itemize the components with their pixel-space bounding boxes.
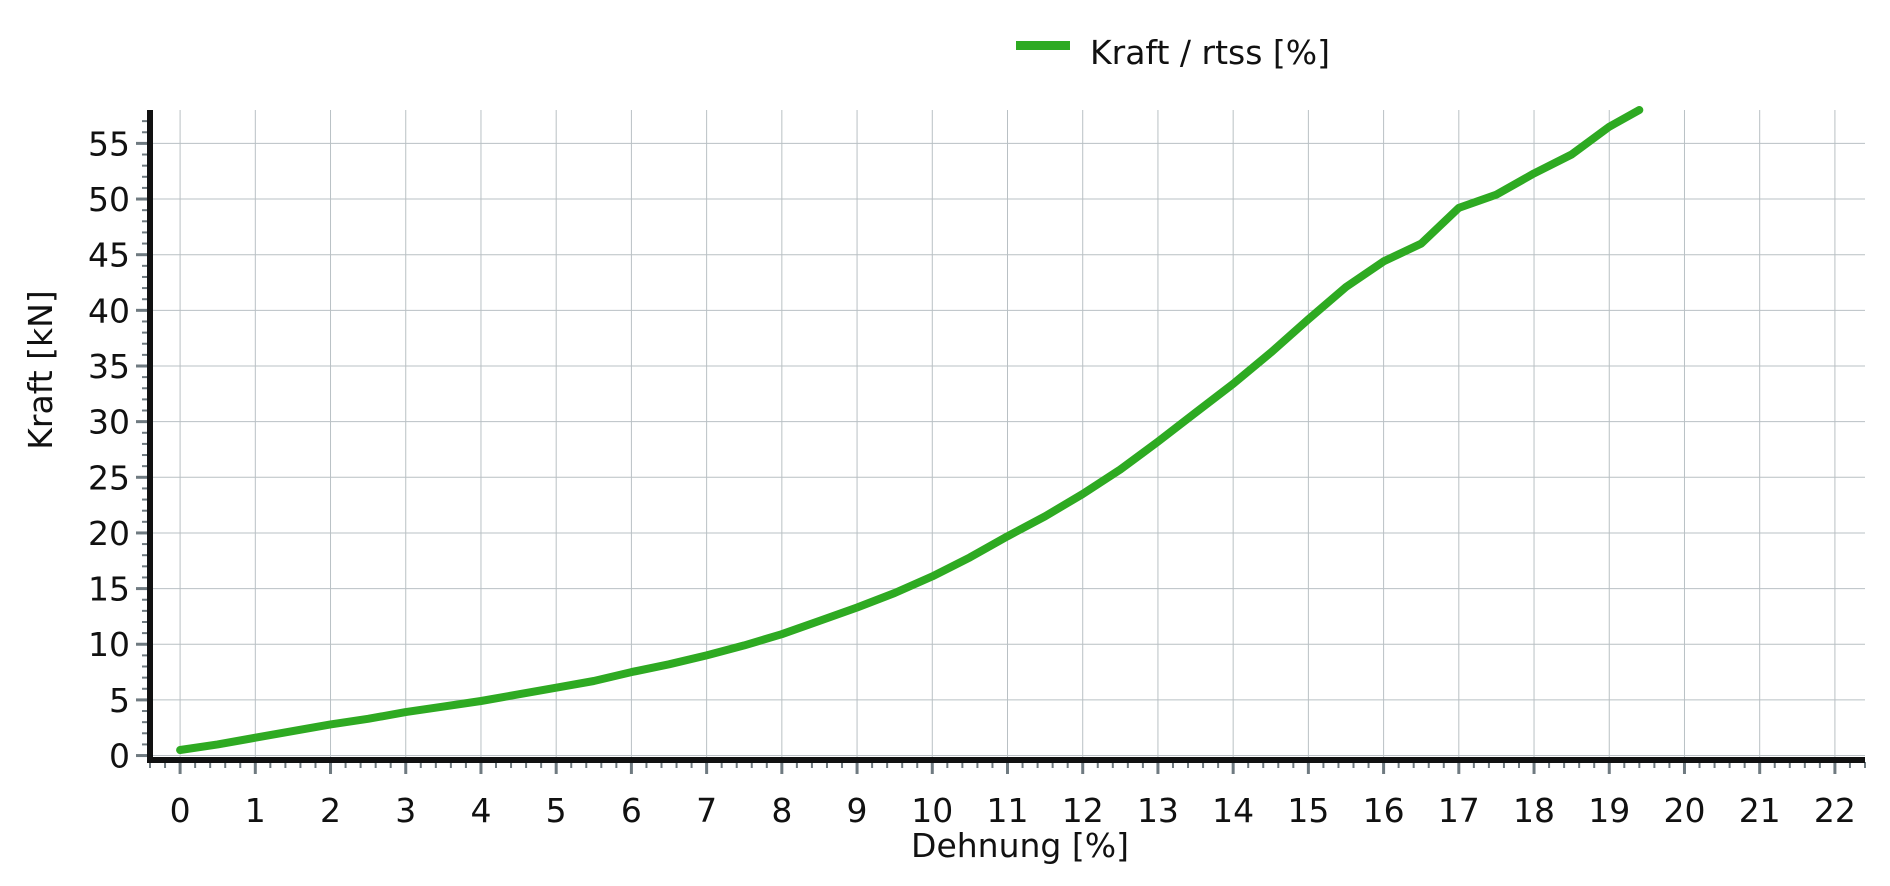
x-tick-label: 22: [1814, 791, 1856, 830]
y-tick-label: 40: [88, 291, 130, 330]
x-tick-label: 2: [320, 791, 341, 830]
x-tick-label: 4: [470, 791, 491, 830]
x-tick-label: 15: [1287, 791, 1329, 830]
x-tick-label: 11: [987, 791, 1029, 830]
data-point: [252, 734, 259, 741]
x-tick-label: 13: [1137, 791, 1179, 830]
axes: [147, 110, 1865, 763]
data-point: [891, 590, 898, 597]
y-tick-label: 35: [88, 347, 130, 386]
data-point: [1636, 107, 1643, 113]
y-tick-label: 20: [88, 514, 130, 553]
data-point: [1531, 170, 1538, 177]
data-point: [1267, 349, 1274, 356]
data-point: [327, 721, 334, 728]
data-point: [1568, 151, 1575, 158]
data-point: [778, 631, 785, 638]
y-axis-title: Kraft [kN]: [21, 290, 60, 449]
data-point: [365, 715, 372, 722]
data-point: [1192, 409, 1199, 416]
data-point: [741, 642, 748, 649]
data-point: [440, 703, 447, 710]
data-point: [1154, 438, 1161, 445]
y-tick-label: 15: [88, 570, 130, 609]
data-point: [854, 604, 861, 611]
data-point: [590, 677, 597, 684]
data-point: [1230, 380, 1237, 387]
axis-ticks: [136, 120, 1866, 774]
data-point: [1079, 490, 1086, 497]
y-tick-label: 30: [88, 403, 130, 442]
data-point: [666, 661, 673, 668]
x-tick-label: 6: [621, 791, 642, 830]
legend-swatch: [1016, 41, 1070, 50]
data-point: [929, 573, 936, 580]
y-tick-label: 45: [88, 236, 130, 275]
x-axis-title: Dehnung [%]: [911, 826, 1129, 865]
x-tick-label: 1: [245, 791, 266, 830]
data-point: [214, 741, 221, 748]
y-tick-label: 5: [109, 681, 130, 720]
x-tick-label: 10: [911, 791, 953, 830]
y-tick-labels: 0 5 10 15 20 25 30 35 40 45 50 55: [88, 124, 130, 775]
x-tick-label: 17: [1438, 791, 1480, 830]
data-point: [816, 617, 823, 624]
series-layer: [176, 106, 1644, 754]
grid: [150, 110, 1865, 760]
data-point: [703, 652, 710, 659]
y-tick-label: 55: [88, 124, 130, 163]
x-tick-labels: 0 1 2 3 4 5 6 7 8 9 10 11 12 13 14 15 16 17 18 19 20 21 22: [170, 791, 1856, 830]
data-point: [1305, 316, 1312, 323]
data-point: [628, 669, 635, 676]
data-point: [1380, 258, 1387, 265]
data-point: [289, 728, 296, 735]
x-tick-label: 14: [1212, 791, 1254, 830]
data-point: [1004, 533, 1011, 540]
x-tick-label: 7: [696, 791, 717, 830]
y-tick-label: 10: [88, 625, 130, 664]
x-tick-label: 19: [1588, 791, 1630, 830]
data-point: [177, 746, 184, 753]
data-point: [1042, 513, 1049, 520]
x-tick-label: 20: [1663, 791, 1705, 830]
x-tick-label: 18: [1513, 791, 1555, 830]
x-tick-label: 21: [1739, 791, 1781, 830]
data-point: [477, 698, 484, 705]
y-tick-label: 0: [109, 737, 130, 776]
x-tick-label: 0: [170, 791, 191, 830]
data-point: [1493, 191, 1500, 198]
data-point: [515, 691, 522, 698]
data-point: [1606, 123, 1613, 130]
x-tick-label: 8: [771, 791, 792, 830]
data-point: [1342, 283, 1349, 290]
data-point: [402, 709, 409, 716]
x-tick-label: 12: [1062, 791, 1104, 830]
x-tick-label: 9: [847, 791, 868, 830]
data-point: [1117, 466, 1124, 473]
data-point: [966, 554, 973, 561]
data-point: [553, 684, 560, 691]
series-line: [176, 106, 1644, 754]
x-tick-label: 5: [546, 791, 567, 830]
data-point: [1418, 240, 1425, 247]
legend: Kraft / rtss [%]: [1016, 33, 1330, 72]
y-tick-label: 50: [88, 180, 130, 219]
y-tick-label: 25: [88, 458, 130, 497]
data-point: [1455, 204, 1462, 211]
legend-label: Kraft / rtss [%]: [1090, 33, 1330, 72]
x-tick-label: 16: [1363, 791, 1405, 830]
x-tick-label: 3: [395, 791, 416, 830]
